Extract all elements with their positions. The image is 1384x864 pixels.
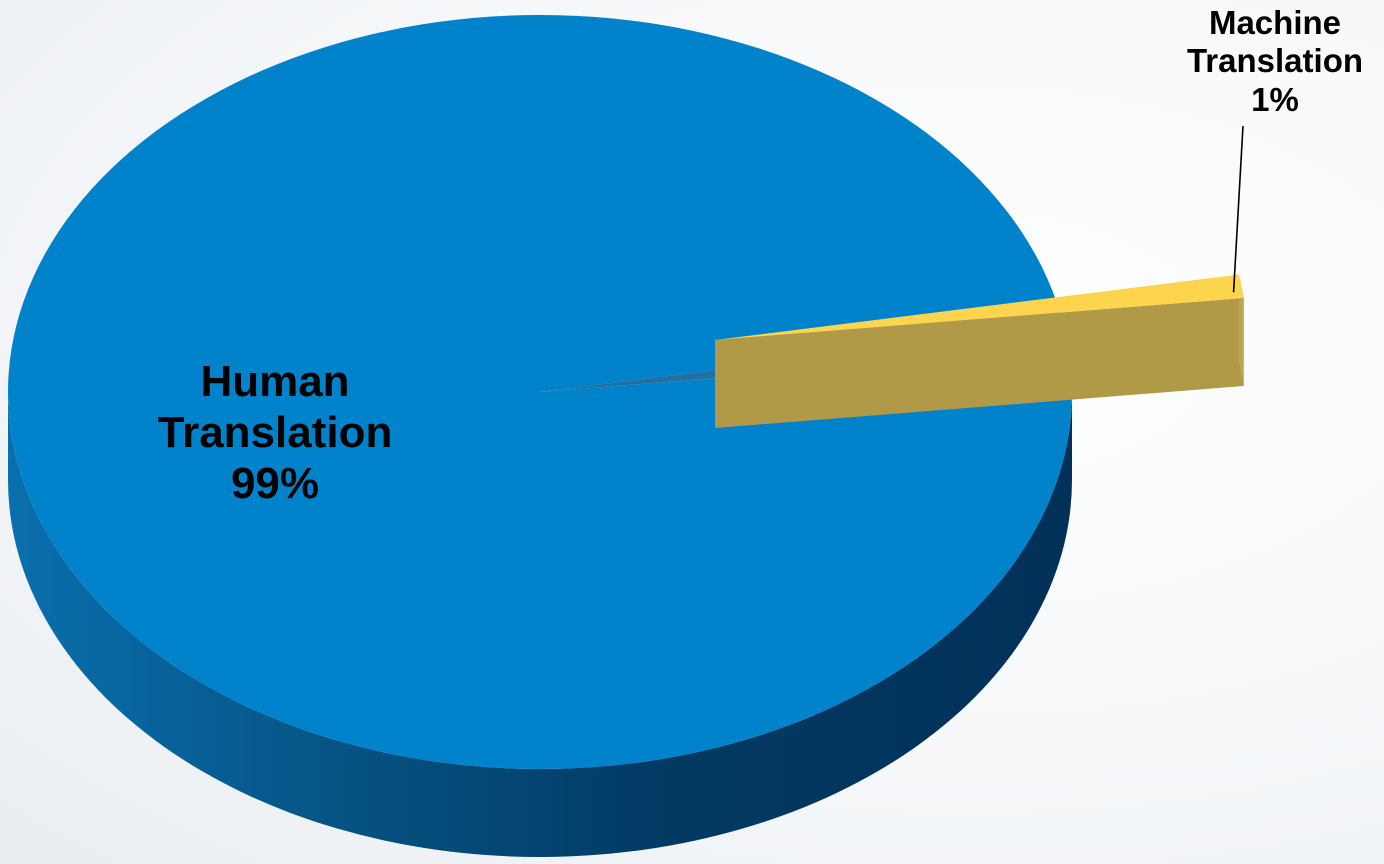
data-label-human-translation: Human Translation 99%: [120, 356, 430, 509]
human-value-label: 99%: [120, 458, 430, 509]
data-label-machine-translation: Machine Translation 1%: [1150, 4, 1384, 119]
machine-label-line2: Translation: [1150, 42, 1384, 80]
human-label-line2: Translation: [120, 407, 430, 458]
machine-value-label: 1%: [1150, 81, 1384, 119]
machine-label-line1: Machine: [1150, 4, 1384, 42]
human-label-line1: Human: [120, 356, 430, 407]
machine-label-leader-line: [1234, 126, 1243, 292]
